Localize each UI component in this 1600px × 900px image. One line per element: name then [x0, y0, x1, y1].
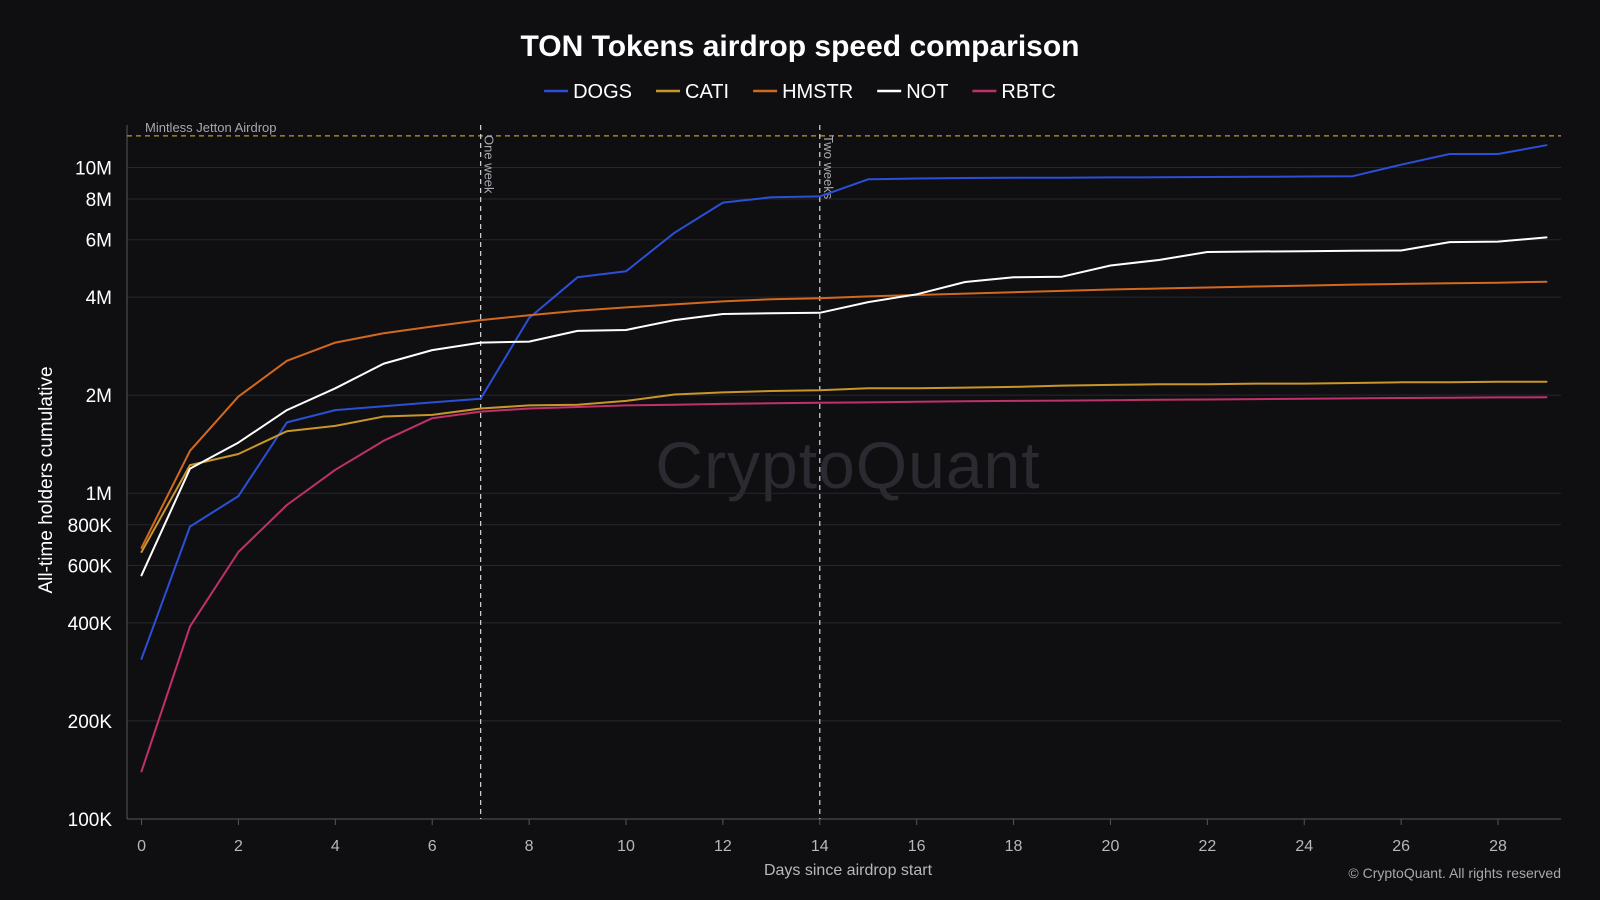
y-tick-label: 600K: [68, 557, 113, 578]
legend-item-cati[interactable]: CATI: [656, 81, 729, 103]
grid: [127, 166, 1561, 820]
x-tick-label: 6: [428, 838, 437, 855]
annotations: Mintless Jetton Airdrop One week Two weeks: [127, 120, 1561, 819]
series-lines: [140, 144, 1548, 773]
series-line-cati: [140, 380, 1548, 553]
x-tick-label: 18: [1005, 838, 1023, 855]
y-tick-label: 4M: [86, 288, 112, 309]
legend-item-rbtc[interactable]: RBTC: [972, 81, 1056, 103]
chart-title: TON Tokens airdrop speed comparison: [520, 30, 1079, 63]
watermark: CryptoQuant: [655, 428, 1040, 502]
y-tick-label: 400K: [68, 614, 113, 635]
legend-label: DOGS: [573, 81, 632, 103]
y-tick-label: 6M: [86, 231, 112, 252]
vline-label-one-week: One week: [482, 135, 497, 194]
series-line-hmstr: [140, 280, 1548, 549]
legend-label: NOT: [906, 81, 948, 103]
x-tick-label: 4: [331, 838, 340, 855]
legend-label: RBTC: [1001, 81, 1055, 103]
legend-item-not[interactable]: NOT: [877, 81, 948, 103]
y-tick-label: 10M: [75, 158, 112, 179]
y-tick-label: 2M: [86, 386, 112, 407]
x-tick-label: 26: [1392, 838, 1410, 855]
legend-label: CATI: [685, 81, 729, 103]
x-tick-label: 20: [1102, 838, 1120, 855]
x-tick-label: 22: [1198, 838, 1216, 855]
x-tick-label: 2: [234, 838, 243, 855]
legend-item-hmstr[interactable]: HMSTR: [753, 81, 853, 103]
y-tick-label: 8M: [86, 190, 112, 211]
x-tick-label: 28: [1489, 838, 1507, 855]
legend-item-dogs[interactable]: DOGS: [544, 81, 632, 103]
x-tick-label: 14: [811, 838, 829, 855]
series-line-not: [140, 236, 1548, 577]
series-line-dogs: [140, 144, 1548, 660]
y-tick-label: 200K: [68, 712, 113, 733]
mintless-airdrop-label: Mintless Jetton Airdrop: [145, 120, 277, 135]
x-tick-label: 12: [714, 838, 732, 855]
x-tick-label: 8: [525, 838, 534, 855]
x-tick-label: 0: [137, 838, 146, 855]
x-tick-label: 24: [1295, 838, 1313, 855]
x-axis-label: Days since airdrop start: [764, 862, 933, 879]
y-tick-label: 800K: [68, 516, 113, 537]
x-tick-label: 16: [908, 838, 926, 855]
y-tick-label: 1M: [86, 484, 112, 505]
legend: DOGS CATI HMSTR NOT RBTC: [544, 81, 1056, 103]
y-axis-label: All-time holders cumulative: [36, 366, 57, 593]
x-tick-label: 10: [617, 838, 635, 855]
legend-label: HMSTR: [782, 81, 853, 103]
vline-label-two-weeks: Two weeks: [821, 135, 836, 200]
y-tick-label: 100K: [68, 810, 113, 831]
series-line-rbtc: [140, 396, 1548, 773]
copyright-text: © CryptoQuant. All rights reserved: [1348, 865, 1561, 881]
